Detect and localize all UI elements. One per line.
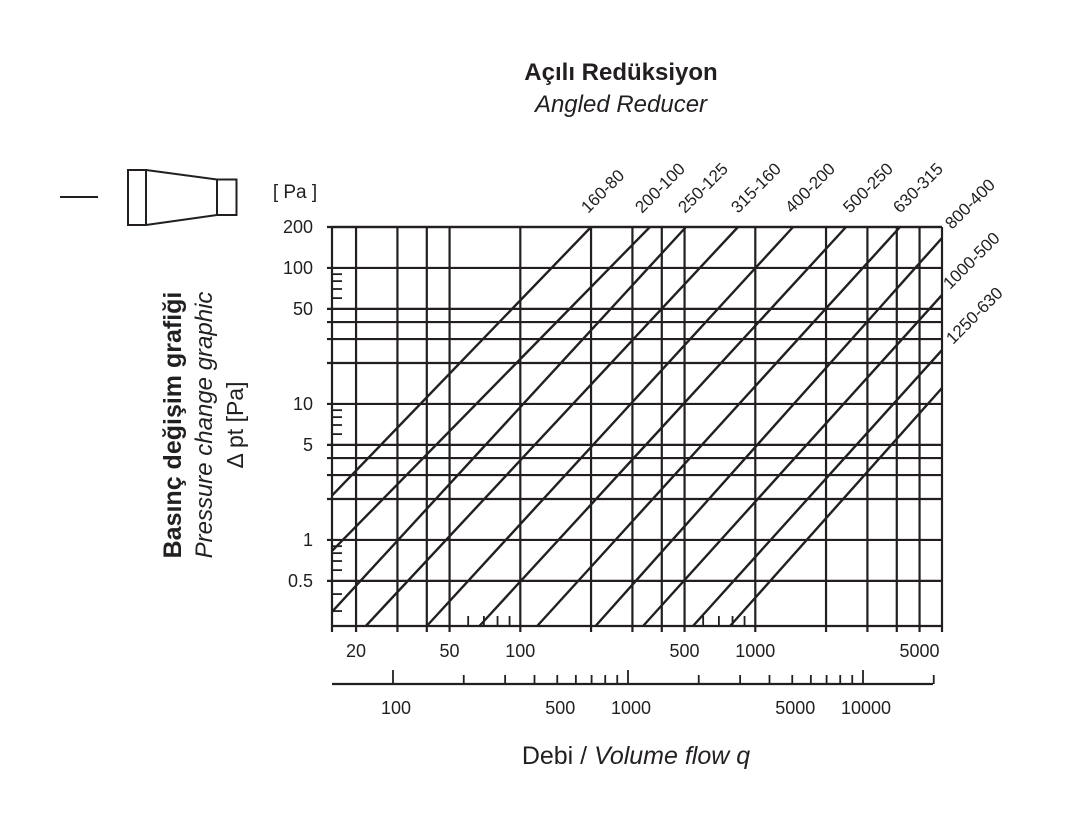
series-label: 160-80 <box>577 166 628 217</box>
secondary-x-tick-label: 5000 <box>775 698 815 718</box>
series-line-1250-630 <box>692 349 943 627</box>
y-axis-title-unit: Δ pt [Pa] <box>222 382 248 469</box>
y-axis-title-tr: Basınç değişim grafiği <box>159 292 187 559</box>
x-axis-title: Debi / Volume flow q <box>522 742 750 770</box>
series-label: 400-200 <box>781 159 839 217</box>
x-tick-label: 20 <box>346 641 366 661</box>
series-label: 315-160 <box>727 159 785 217</box>
series-line-500-250 <box>478 226 847 627</box>
x-axis-title-tr: Debi / <box>522 742 594 770</box>
series-line-1000-500 <box>642 294 943 627</box>
series-label: 500-250 <box>839 159 897 217</box>
y-tick-label: 0.5 <box>288 571 313 591</box>
secondary-x-tick-label: 10000 <box>841 698 891 718</box>
x-axis-title-en: Volume flow q <box>594 742 750 770</box>
series-lines <box>331 226 943 627</box>
series-line-630-315 <box>536 226 901 627</box>
y-tick-label: 10 <box>293 394 313 414</box>
y-unit-label: [ Pa ] <box>273 182 317 203</box>
secondary-x-tick-label: 1000 <box>611 698 651 718</box>
series-line-800-400 <box>594 237 943 627</box>
series-line-250-125 <box>331 226 687 613</box>
y-tick-label: 5 <box>303 435 313 455</box>
y-tick-label: 200 <box>283 217 313 237</box>
secondary-x-axis: 100 500 1000 5000 10000 <box>332 670 935 718</box>
chart-title: Açılı Redüksiyon <box>524 59 717 86</box>
series-line-unlabeled <box>729 387 943 627</box>
ticks <box>332 273 746 626</box>
x-tick-label: 5000 <box>900 641 940 661</box>
series-label: 630-315 <box>889 159 947 217</box>
x-tick-label: 50 <box>440 641 460 661</box>
series-line-160-80 <box>331 226 592 497</box>
x-tick-label: 1000 <box>735 641 775 661</box>
x-tick-label: 100 <box>505 641 535 661</box>
secondary-x-tick-label: 100 <box>381 698 411 718</box>
y-tick-label: 100 <box>283 258 313 278</box>
grid <box>327 225 944 632</box>
series-line-200-100 <box>331 226 651 552</box>
y-axis-title: Basınç değişim grafiği Pressure change g… <box>159 292 248 559</box>
chart-subtitle: Angled Reducer <box>533 91 708 118</box>
y-tick-label: 50 <box>293 299 313 319</box>
secondary-x-tick-label: 500 <box>545 698 575 718</box>
x-tick-label: 500 <box>670 641 700 661</box>
y-tick-label: 1 <box>303 530 313 550</box>
y-axis-title-en: Pressure change graphic <box>191 292 218 559</box>
series-label: 1000-500 <box>939 229 1003 293</box>
series-line-400-200 <box>425 226 794 627</box>
angled-reducer-icon <box>60 169 238 226</box>
series-label: 800-400 <box>941 175 999 233</box>
series-line-315-160 <box>364 226 739 627</box>
